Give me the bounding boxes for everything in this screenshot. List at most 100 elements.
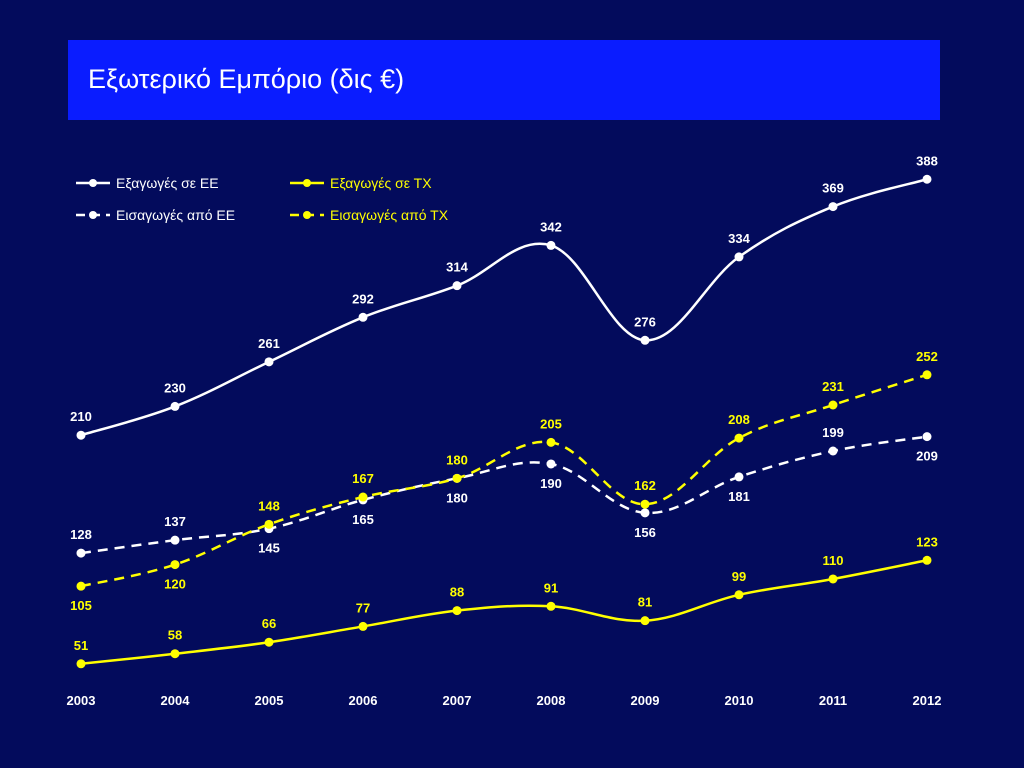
data-label: 110 xyxy=(823,553,844,568)
data-point xyxy=(358,492,368,502)
data-label: 120 xyxy=(164,577,186,592)
data-label: 181 xyxy=(728,489,750,504)
legend-label: Εισαγωγές από ΤΧ xyxy=(330,207,449,223)
series-line xyxy=(80,559,928,666)
legend-label: Εξαγωγές σε ΤΧ xyxy=(330,175,432,191)
data-point xyxy=(922,432,932,442)
series-line xyxy=(80,178,928,437)
data-point xyxy=(640,616,650,626)
data-label: 314 xyxy=(446,260,468,275)
data-label: 128 xyxy=(70,527,92,542)
data-point xyxy=(264,519,274,529)
legend-entry: Εισαγωγές από ΕΕ xyxy=(76,207,235,223)
data-label: 388 xyxy=(916,153,938,168)
data-point xyxy=(922,555,932,565)
data-point xyxy=(828,400,838,410)
legend-marker xyxy=(89,179,97,187)
data-point xyxy=(922,370,932,380)
data-point xyxy=(170,649,180,659)
data-label: 261 xyxy=(258,336,280,351)
data-point xyxy=(828,574,838,584)
x-tick-label: 2010 xyxy=(725,693,754,708)
data-label: 148 xyxy=(258,498,280,513)
data-label: 276 xyxy=(634,314,656,329)
data-point xyxy=(76,548,86,558)
legend-entry: Εξαγωγές σε ΤΧ xyxy=(290,175,432,191)
data-point xyxy=(922,174,932,184)
data-label: 369 xyxy=(822,181,844,196)
data-label: 292 xyxy=(352,291,374,306)
data-label: 231 xyxy=(822,379,844,394)
legend-entry: Εισαγωγές από ΤΧ xyxy=(290,207,449,223)
x-tick-label: 2003 xyxy=(67,693,96,708)
data-label: 167 xyxy=(352,471,374,486)
data-point xyxy=(170,535,180,545)
data-label: 210 xyxy=(70,409,92,424)
data-label: 51 xyxy=(74,638,88,653)
legend-marker xyxy=(89,211,97,219)
data-point xyxy=(358,621,368,631)
data-label: 334 xyxy=(728,231,750,246)
data-point xyxy=(546,240,556,250)
data-point xyxy=(264,637,274,647)
data-label: 91 xyxy=(544,580,558,595)
data-point xyxy=(734,252,744,262)
data-point xyxy=(734,472,744,482)
x-tick-label: 2009 xyxy=(631,693,660,708)
data-label: 81 xyxy=(638,595,652,610)
data-point xyxy=(452,473,462,483)
data-point xyxy=(76,581,86,591)
legend-entry: Εξαγωγές σε ΕΕ xyxy=(76,175,219,191)
data-point xyxy=(734,433,744,443)
chart-title: Εξωτερικό Εμπόριο (δις €) xyxy=(88,64,405,94)
data-point xyxy=(170,560,180,570)
data-label: 99 xyxy=(732,569,746,584)
x-tick-label: 2005 xyxy=(255,693,284,708)
x-tick-label: 2011 xyxy=(819,693,847,708)
legend-marker xyxy=(303,211,311,219)
data-label: 165 xyxy=(352,512,374,527)
data-label: 77 xyxy=(356,600,370,615)
data-label: 66 xyxy=(262,616,276,631)
data-label: 180 xyxy=(446,452,468,467)
data-label: 123 xyxy=(916,534,938,549)
data-point xyxy=(828,202,838,212)
legend-label: Εισαγωγές από ΕΕ xyxy=(116,207,235,223)
data-label: 190 xyxy=(540,476,562,491)
data-label: 88 xyxy=(450,585,464,600)
series-2: 51 58 66 77 88 91 81 99 110 123 xyxy=(74,534,938,669)
x-tick-label: 2007 xyxy=(443,693,472,708)
data-label: 252 xyxy=(916,349,938,364)
data-point xyxy=(546,459,556,469)
legend: Εξαγωγές σε ΕΕ Εξαγωγές σε ΤΧ Εισαγωγές απ… xyxy=(76,175,449,223)
data-point xyxy=(264,357,274,367)
x-tick-label: 2006 xyxy=(349,693,378,708)
data-point xyxy=(640,499,650,509)
data-label: 230 xyxy=(164,380,186,395)
data-point xyxy=(546,601,556,611)
data-point xyxy=(640,335,650,345)
series-1: 210 230 261 292 314 342 276 334 369 388 xyxy=(70,153,938,440)
data-label: 205 xyxy=(540,416,562,431)
data-point xyxy=(828,446,838,456)
legend-marker xyxy=(303,179,311,187)
title-bar: Εξωτερικό Εμπόριο (δις €) xyxy=(68,40,940,120)
data-point xyxy=(170,401,180,411)
data-label: 180 xyxy=(446,490,468,505)
series-line xyxy=(80,435,928,555)
data-label: 199 xyxy=(822,425,844,440)
data-point xyxy=(734,590,744,600)
data-point xyxy=(640,508,650,518)
series-3: 128 137 145 165 180 190 156 181 199 209 xyxy=(70,425,938,558)
x-tick-label: 2012 xyxy=(913,693,942,708)
series-line xyxy=(80,373,928,588)
data-label: 58 xyxy=(168,628,182,643)
data-label: 162 xyxy=(634,478,656,493)
x-tick-label: 2008 xyxy=(537,693,566,708)
series-layer: 210 230 261 292 314 342 276 334 369 388 51 58 66 77 88… xyxy=(70,153,938,669)
data-label: 105 xyxy=(70,598,92,613)
data-point xyxy=(76,430,86,440)
data-label: 137 xyxy=(164,514,186,529)
data-label: 209 xyxy=(916,449,938,464)
